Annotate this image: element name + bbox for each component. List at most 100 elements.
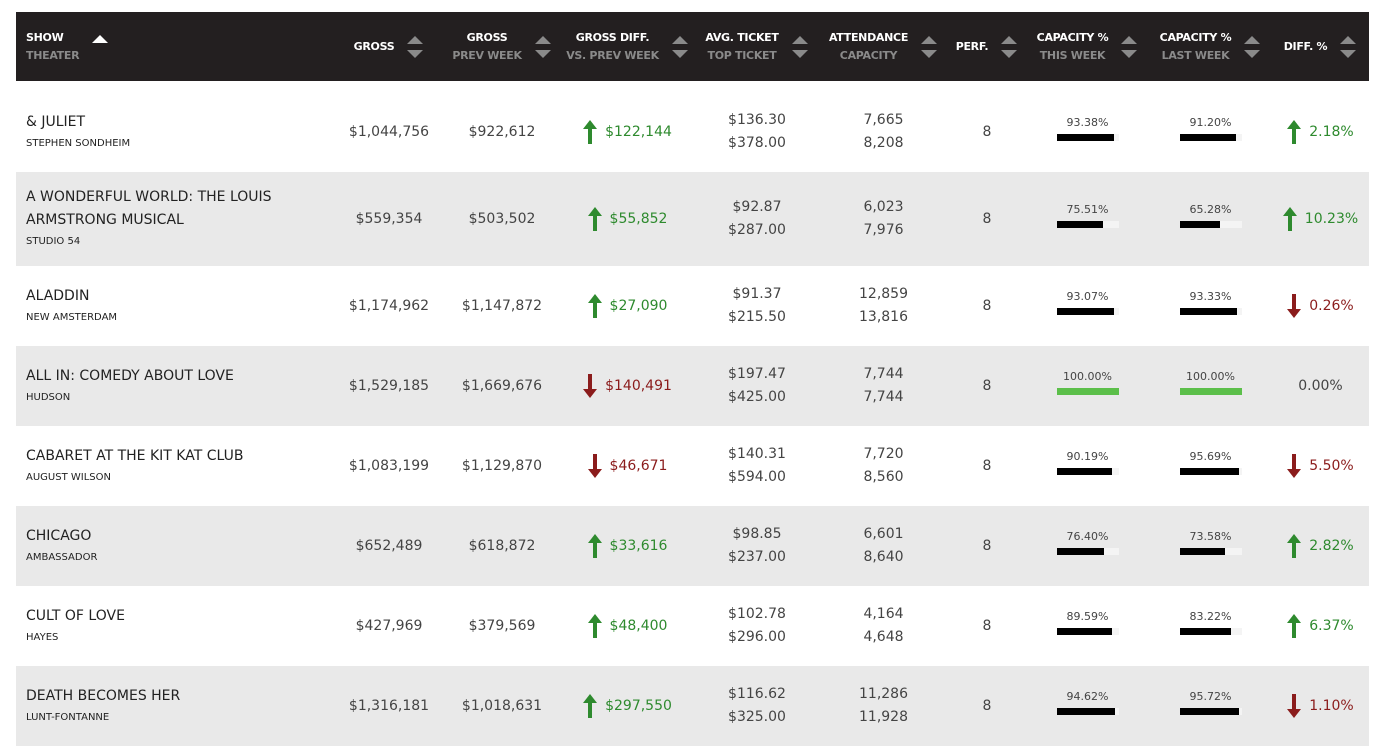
header-subtitle: THEATER [26, 48, 80, 62]
capacity-pct: 89.59% [1066, 610, 1109, 623]
capacity-pct: 90.19% [1066, 450, 1109, 463]
gross: $1,174,962 [348, 297, 430, 314]
trend-arrow [587, 454, 602, 478]
capacity-pct-cell: 95.72% [1149, 666, 1272, 746]
performances: 8 [982, 297, 992, 314]
attendance: 11,286 [859, 686, 908, 702]
capacity-bar [1179, 628, 1232, 635]
diff-pct: 2.82% [1309, 537, 1354, 554]
avg-ticket: $102.78 [728, 606, 786, 622]
capacity-bar [1179, 388, 1242, 395]
header-subtitle: LAST WEEK [1161, 48, 1230, 62]
performances: 8 [948, 506, 1026, 586]
avg-ticket: $140.31 [728, 446, 786, 462]
capacity-pct-cell: 76.40% [1026, 506, 1149, 586]
show-title[interactable]: A WONDERFUL WORLD: THE LOUIS ARMSTRONG M… [26, 189, 272, 228]
capacity-track [1179, 548, 1242, 555]
trend-arrow [587, 614, 602, 638]
column-header[interactable]: CAPACITY % THIS WEEK [1026, 12, 1149, 81]
capacity-pct: 73.58% [1189, 530, 1232, 543]
attendance-cell: 7,744 7,744 [819, 346, 948, 426]
gross-diff-cell: $122,144 [560, 92, 695, 172]
gross-diff-cell: $55,852 [560, 172, 695, 266]
sort-icon [92, 34, 109, 43]
show-title[interactable]: CABARET AT THE KIT KAT CLUB [26, 447, 244, 464]
diff-pct: 0.00% [1298, 377, 1343, 394]
trend-arrow [587, 534, 602, 558]
capacity-track [1179, 308, 1242, 315]
column-header[interactable]: ATTENDANCE CAPACITY [819, 12, 948, 81]
gross-diff: $140,491 [605, 377, 672, 394]
capacity-pct: 100.00% [1063, 370, 1112, 383]
diff-pct-cell: 5.50% [1272, 426, 1369, 506]
theater-name: LUNT-FONTANNE [26, 711, 110, 723]
show-title[interactable]: CULT OF LOVE [26, 607, 125, 624]
column-header[interactable]: SHOW THEATER [16, 12, 334, 81]
performances: 8 [948, 172, 1026, 266]
gross-prev-week: $922,612 [468, 123, 536, 140]
gross: $427,969 [355, 617, 423, 634]
header-label: SHOW THEATER [26, 29, 80, 65]
show-title[interactable]: & JULIET [26, 113, 86, 130]
gross-diff-cell: $140,491 [560, 346, 695, 426]
diff-pct-cell: 0.00% [1272, 346, 1369, 426]
capacity-pct-cell: 93.38% [1026, 92, 1149, 172]
attendance: 4,164 [863, 606, 904, 622]
attendance: 6,023 [863, 199, 904, 215]
column-header[interactable]: DIFF. % [1272, 12, 1369, 81]
capacity-track [1056, 628, 1119, 635]
sort-icon [1121, 35, 1138, 58]
gross-diff-cell: $46,671 [560, 426, 695, 506]
column-header[interactable]: PERF. [948, 12, 1026, 81]
show-title[interactable]: DEATH BECOMES HER [26, 687, 181, 704]
show-title[interactable]: ALL IN: COMEDY ABOUT LOVE [26, 367, 234, 384]
capacity-track [1056, 548, 1119, 555]
capacity-pct: 83.22% [1189, 610, 1232, 623]
capacity-bar [1056, 708, 1116, 715]
header-subtitle: THIS WEEK [1039, 48, 1106, 62]
attendance: 7,665 [863, 112, 904, 128]
show-cell: ALL IN: COMEDY ABOUT LOVE HUDSON [16, 346, 334, 426]
capacity-track [1179, 708, 1242, 715]
capacity-pct-cell: 73.58% [1149, 506, 1272, 586]
column-header[interactable]: GROSS [334, 12, 444, 81]
show-cell: CULT OF LOVE HAYES [16, 586, 334, 666]
header-title: ATTENDANCE [828, 30, 909, 44]
diff-pct-cell: 10.23% [1272, 172, 1369, 266]
capacity-pct-cell: 65.28% [1149, 172, 1272, 266]
attendance-cell: 6,023 7,976 [819, 172, 948, 266]
capacity: 7,976 [863, 222, 904, 238]
column-header[interactable]: AVG. TICKET TOP TICKET [695, 12, 819, 81]
avg-ticket: $92.87 [732, 199, 782, 215]
capacity-pct-cell: 75.51% [1026, 172, 1149, 266]
capacity-pct-cell: 89.59% [1026, 586, 1149, 666]
gross-diff: $297,550 [605, 697, 672, 714]
gross-diff-cell: $48,400 [560, 586, 695, 666]
top-ticket: $237.00 [728, 549, 786, 565]
capacity-bar [1179, 134, 1237, 141]
gross-prev-week: $379,569 [468, 617, 536, 634]
top-ticket: $325.00 [728, 709, 786, 725]
header-subtitle: VS. PREV WEEK [566, 48, 659, 62]
header-subtitle: PREV WEEK [452, 48, 522, 62]
top-ticket: $296.00 [728, 629, 786, 645]
column-header[interactable]: GROSS DIFF. VS. PREV WEEK [560, 12, 695, 81]
gross-prev-week: $503,502 [444, 172, 560, 266]
attendance: 7,744 [863, 366, 904, 382]
performances: 8 [982, 123, 992, 140]
show-cell: & JULIET STEPHEN SONDHEIM [16, 92, 334, 172]
header-title: GROSS [353, 39, 395, 53]
capacity: 8,640 [863, 549, 904, 565]
capacity-track [1056, 468, 1119, 475]
trend-arrow [583, 374, 598, 398]
column-header[interactable]: GROSS PREV WEEK [444, 12, 560, 81]
capacity-pct-cell: 100.00% [1026, 346, 1149, 426]
gross-diff: $48,400 [609, 617, 668, 634]
show-title[interactable]: CHICAGO [26, 527, 92, 544]
header-label: AVG. TICKET TOP TICKET [705, 29, 779, 65]
show-title[interactable]: ALADDIN [26, 287, 90, 304]
gross-prev-week: $1,018,631 [444, 666, 560, 746]
ticket-cell: $102.78 $296.00 [695, 586, 819, 666]
gross-diff-cell: $297,550 [560, 666, 695, 746]
column-header[interactable]: CAPACITY % LAST WEEK [1149, 12, 1272, 81]
